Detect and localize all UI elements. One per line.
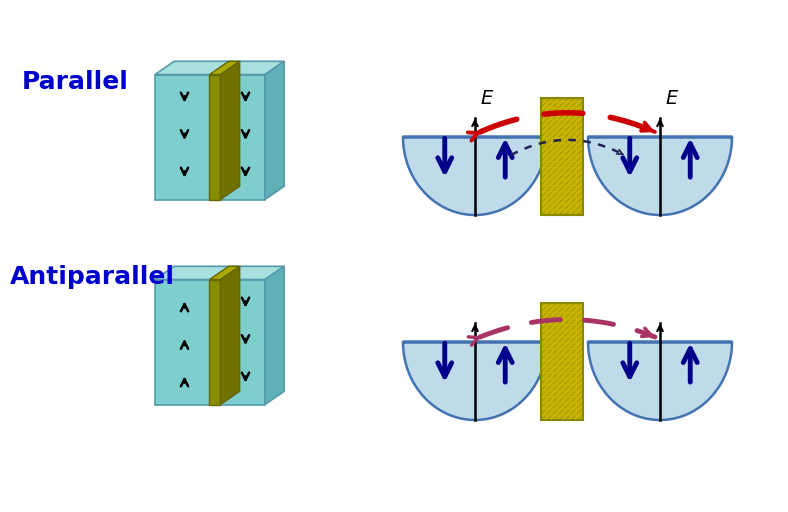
Polygon shape	[210, 266, 240, 280]
Text: Antiparallel: Antiparallel	[10, 265, 175, 289]
Polygon shape	[210, 61, 240, 75]
Bar	[541, 303, 583, 420]
Polygon shape	[221, 266, 240, 404]
Text: Parallel: Parallel	[22, 70, 129, 94]
Polygon shape	[221, 61, 240, 200]
Polygon shape	[265, 266, 284, 404]
Polygon shape	[155, 266, 284, 280]
Polygon shape	[155, 75, 265, 200]
Text: $E$: $E$	[480, 89, 494, 108]
Polygon shape	[588, 342, 732, 420]
Polygon shape	[155, 280, 265, 404]
Polygon shape	[155, 61, 284, 75]
Polygon shape	[265, 61, 284, 200]
Polygon shape	[210, 280, 221, 404]
Polygon shape	[588, 137, 732, 215]
Text: $E$: $E$	[665, 89, 679, 108]
Bar	[541, 98, 583, 215]
Polygon shape	[403, 342, 547, 420]
Polygon shape	[210, 75, 221, 200]
Polygon shape	[403, 137, 547, 215]
